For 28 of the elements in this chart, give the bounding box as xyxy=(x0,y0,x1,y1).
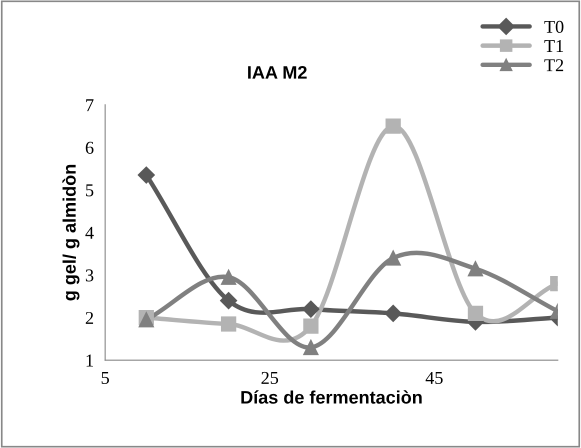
point xyxy=(220,292,238,310)
y-tick-label: 2 xyxy=(86,312,94,324)
x-tick-label: 5 xyxy=(102,372,109,384)
point xyxy=(386,250,401,266)
point xyxy=(386,118,401,134)
x-tick-label: 25 xyxy=(262,372,278,384)
legend-label: T2 xyxy=(544,59,564,72)
point xyxy=(302,300,320,318)
point xyxy=(220,316,236,332)
point xyxy=(303,340,319,356)
y-tick-label: 4 xyxy=(85,226,94,239)
point xyxy=(220,270,236,285)
point xyxy=(384,304,402,322)
y-tick-label: 3 xyxy=(86,269,94,282)
point xyxy=(138,166,155,184)
chart-title: IAA M2 xyxy=(248,66,307,79)
y-tick-label: 5 xyxy=(86,184,94,196)
x-tick-label: 45 xyxy=(426,372,443,384)
y-axis-title: g gel/ g almidòn xyxy=(62,164,80,300)
y-tick-label: 1 xyxy=(86,354,93,366)
point xyxy=(468,306,484,322)
legend-label: T1 xyxy=(544,40,564,52)
x-axis-title: Días de fermentaciòn xyxy=(241,390,422,404)
point xyxy=(303,318,319,334)
y-tick-label: 7 xyxy=(86,99,94,112)
point xyxy=(468,261,484,276)
legend-label: T0 xyxy=(544,20,564,33)
y-tick-label: 6 xyxy=(86,142,94,154)
